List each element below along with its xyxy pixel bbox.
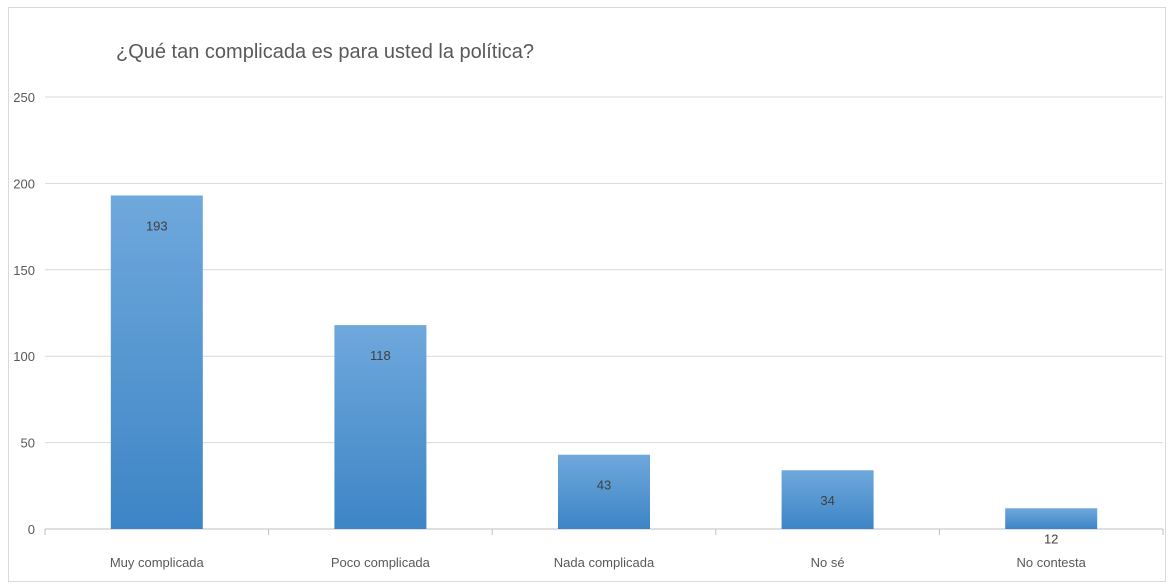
y-axis-ticks: 0 50 100 150 200 250 [13,90,35,537]
gridlines [45,96,1163,530]
x-tick-label: No sé [811,555,845,570]
y-tick-label: 200 [13,176,35,191]
x-axis-ticks: Muy complicada Poco complicada Nada compli… [44,529,1164,570]
data-label: 34 [820,493,834,508]
y-tick-label: 250 [13,90,35,105]
bar-muy-complicada [110,195,203,529]
data-label: 118 [370,348,391,363]
x-tick-label: Poco complicada [331,555,431,570]
y-tick-label: 100 [13,349,35,364]
x-tick-label: Nada complicada [554,555,655,570]
x-tick-label: Muy complicada [110,555,205,570]
bars [110,195,1098,529]
chart-title: ¿Qué tan complicada es para usted la pol… [116,41,534,63]
data-label: 193 [146,218,168,233]
data-labels: 193 118 43 34 12 [146,218,1058,546]
data-label: 12 [1044,531,1058,546]
bar-no-s- [781,470,874,529]
y-tick-label: 150 [13,263,35,278]
x-tick-label: No contesta [1017,555,1087,570]
y-tick-label: 50 [21,436,35,451]
y-tick-label: 0 [28,522,35,537]
data-label: 43 [597,478,611,493]
bar-nada-complicada [558,454,650,529]
bar-poco-complicada [334,325,427,529]
bar-no-contesta [1005,508,1098,529]
